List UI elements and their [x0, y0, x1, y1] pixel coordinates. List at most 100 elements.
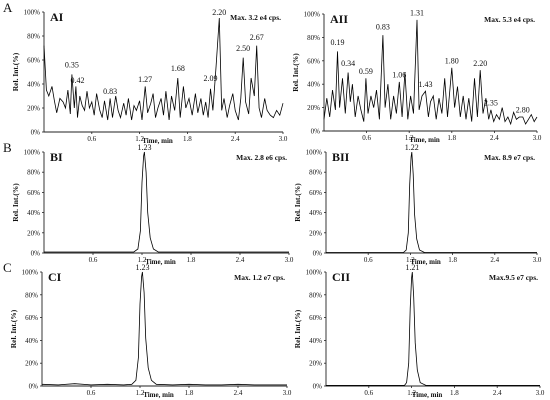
- x-tick-label: 3.0: [536, 389, 545, 397]
- y-tick-label: 60%: [309, 314, 322, 322]
- y-tick-label: 0%: [31, 250, 41, 258]
- y-tick-label: 40%: [309, 337, 322, 345]
- panel-title: BII: [332, 150, 350, 164]
- y-tick-label: 100%: [24, 149, 41, 157]
- y-tick-label: 100%: [22, 269, 39, 277]
- peak-label: 2.67: [250, 33, 264, 42]
- x-tick-label: 1.8: [183, 135, 192, 143]
- y-tick-label: 20%: [309, 229, 322, 237]
- panel-aii: 0% 20% 40% 60% 80% 100% 0.6 1.2 1.8 2.4 3.0 Time, m…: [291, 9, 542, 144]
- axes-ci: [41, 272, 287, 387]
- peak-label: 2.20: [473, 59, 487, 68]
- y-tick-label: 60%: [27, 189, 40, 197]
- x-tick-label: 2.4: [490, 134, 499, 142]
- x-tick-label: 2.4: [236, 256, 245, 264]
- y-axis-label: Rel. Int.(%): [291, 53, 300, 92]
- peak-label: 1.23: [135, 263, 149, 272]
- y-tick-label: 40%: [27, 81, 40, 89]
- panel-title: CI: [48, 270, 62, 284]
- y-tick-label: 100%: [306, 149, 323, 157]
- panel-title: BI: [50, 150, 63, 164]
- panel-cii: 0% 20% 40% 60% 80% 100% 0.6 1.2 1.8 2.4 3.0 Time, m…: [293, 263, 545, 399]
- y-tick-label: 60%: [307, 57, 320, 65]
- y-tick-label: 100%: [24, 9, 41, 17]
- x-tick-label: 0.6: [362, 134, 371, 142]
- x-axis-label: Time, min: [409, 136, 440, 144]
- peak-label: 1.68: [171, 64, 185, 73]
- section-label-b: B: [3, 140, 12, 155]
- y-tick-label: 0%: [29, 383, 39, 391]
- x-tick-label: 1.8: [450, 389, 459, 397]
- chromatogram-trace: [326, 151, 537, 253]
- panel-title: AI: [50, 10, 64, 24]
- x-tick-label: 1.8: [187, 256, 196, 264]
- x-axis-label: Time, min: [412, 391, 443, 399]
- y-tick-label: 80%: [309, 291, 322, 299]
- x-tick-label: 1.8: [185, 389, 194, 397]
- y-axis-label: Rel. Int.(%): [11, 183, 20, 222]
- y-axis-label: Rel. Int.(%): [293, 183, 302, 222]
- y-tick-label: 20%: [27, 105, 40, 113]
- x-tick-label: 3.0: [279, 135, 288, 143]
- axes-bii: [325, 152, 537, 254]
- y-tick-label: 60%: [27, 57, 40, 65]
- x-tick-label: 3.0: [285, 256, 294, 264]
- x-tick-label: 1.8: [447, 134, 456, 142]
- chromatogram-trace: [43, 17, 284, 121]
- y-axis-label: Rel. Int.(%): [293, 309, 302, 348]
- peak-label: 1.80: [445, 56, 459, 65]
- x-tick-label: 0.6: [364, 389, 373, 397]
- y-tick-label: 0%: [31, 129, 41, 137]
- peak-label: 0.83: [376, 23, 390, 32]
- y-tick-label: 100%: [306, 269, 323, 277]
- x-axis-label: Time, min: [142, 137, 173, 145]
- y-tick-label: 0%: [313, 383, 323, 391]
- axes-cii: [325, 272, 540, 387]
- peak-label: 1.22: [405, 143, 419, 152]
- max-intensity-label: Max.9.5 e7 cps.: [489, 273, 538, 282]
- x-tick-label: 3.0: [533, 256, 542, 264]
- chromatogram-trace: [44, 151, 289, 253]
- panel-title: CII: [332, 270, 350, 284]
- y-tick-label: 80%: [25, 291, 38, 299]
- y-tick-label: 0%: [313, 250, 323, 258]
- axes-bi: [43, 152, 289, 254]
- peak-label: 1.23: [137, 143, 151, 152]
- max-intensity-label: Max. 3.2 e4 cps.: [230, 13, 281, 22]
- y-tick-label: 60%: [309, 189, 322, 197]
- x-tick-label: 2.4: [490, 256, 499, 264]
- x-tick-label: 2.4: [231, 135, 240, 143]
- x-tick-label: 1.2: [407, 389, 416, 397]
- x-tick-label: 0.6: [89, 256, 98, 264]
- y-tick-label: 80%: [309, 169, 322, 177]
- x-tick-label: 2.4: [234, 389, 243, 397]
- peak-label: 1.27: [138, 75, 152, 84]
- x-tick-label: 0.6: [364, 256, 373, 264]
- peak-label: 1.06: [392, 71, 406, 80]
- peak-label: 0.34: [341, 59, 355, 68]
- max-intensity-label: Max. 1.2 e7 cps.: [234, 273, 285, 282]
- peak-label: 0.19: [330, 38, 344, 47]
- y-tick-label: 40%: [309, 209, 322, 217]
- y-tick-label: 20%: [307, 104, 320, 112]
- peak-label: 0.42: [70, 76, 84, 85]
- x-tick-label: 0.6: [87, 389, 96, 397]
- peak-label: 2.50: [236, 44, 250, 53]
- x-tick-label: 1.8: [448, 256, 457, 264]
- peak-label: 1.21: [405, 263, 419, 272]
- y-tick-label: 20%: [27, 229, 40, 237]
- panel-bii: 0% 20% 40% 60% 80% 100% 0.6 1.2 1.8 2.4 3.0 Time, m…: [293, 143, 542, 266]
- section-label-c: C: [3, 260, 12, 275]
- peak-label: 2.09: [204, 74, 218, 83]
- y-tick-label: 20%: [309, 360, 322, 368]
- section-label-a: A: [3, 0, 13, 15]
- y-tick-label: 40%: [307, 81, 320, 89]
- peak-label: 1.43: [419, 80, 433, 89]
- x-axis-label: Time, min: [145, 258, 176, 266]
- x-tick-label: 1.2: [405, 134, 414, 142]
- max-intensity-label: Max. 5.3 e4 cps.: [484, 15, 535, 24]
- peak-label: 2.20: [212, 8, 226, 17]
- y-tick-label: 80%: [27, 169, 40, 177]
- x-axis-label: Time, min: [410, 258, 441, 266]
